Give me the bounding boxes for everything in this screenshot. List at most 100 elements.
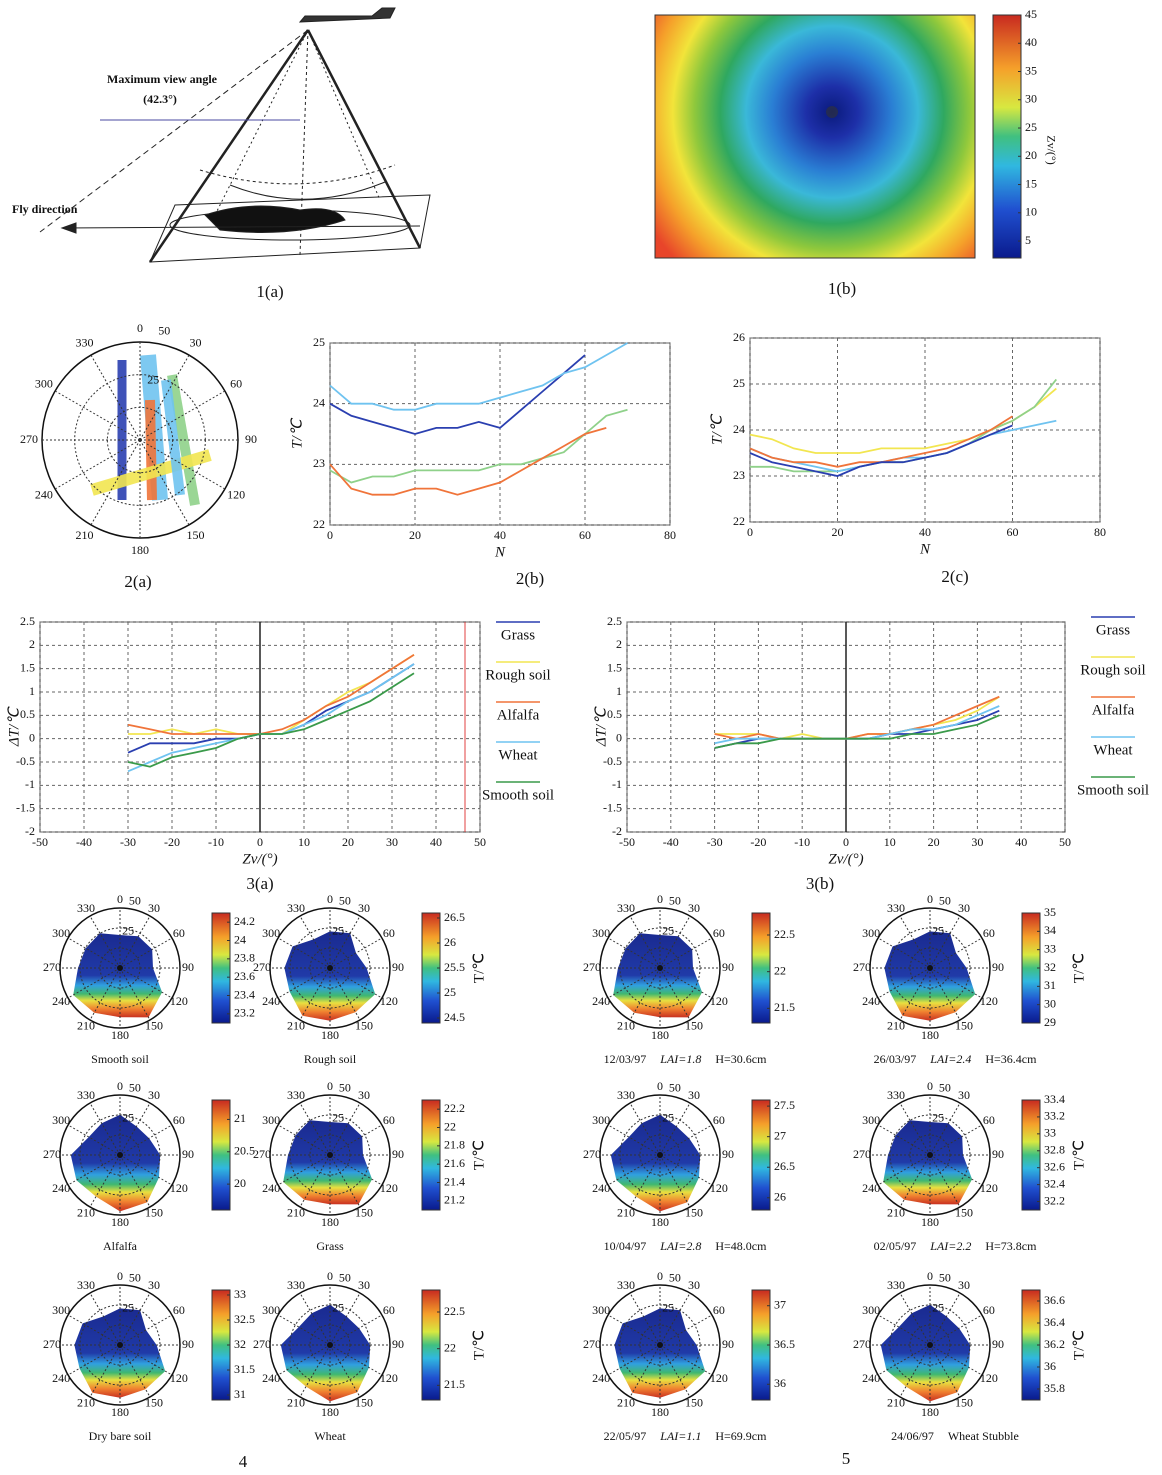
colorbar-tick-label: 32.2 [1044,1193,1065,1207]
colorbar-tick-label: 36 [774,1376,786,1390]
y-tick-label: 0 [29,730,35,744]
polar-angle-label: 180 [321,1405,339,1419]
colorbar-tick-label: 32.4 [1044,1176,1065,1190]
x-tick-label: 0 [327,528,333,542]
polar-spoke [899,1344,931,1398]
y-tick-label: 1.5 [20,660,35,674]
flight-track [145,399,157,501]
y-tick-label: 2 [616,637,622,651]
caption-part: Rough soil [304,1052,357,1066]
colorbar-tick-label: 23.2 [234,1006,255,1020]
view-center [327,965,333,971]
polar-angle-label: 270 [43,960,61,974]
x-tick-label: 0 [257,835,263,849]
colorbar-tick-label: 36.2 [1044,1337,1065,1351]
legend-label: Smooth soil [482,787,554,803]
polar-spoke [329,1102,361,1156]
polar-angle-label: 240 [262,1181,280,1195]
polar-radial-label: 25 [332,923,344,937]
colorbar-tick-label: 35 [1025,63,1037,77]
legend-label: Smooth soil [1077,782,1149,798]
polar-spoke [659,1154,713,1186]
colorbar-tick-label: 33.4 [1044,1092,1065,1106]
x-tick-label: 40 [494,528,506,542]
polar-spoke [299,1344,331,1398]
polar-angle-label: 120 [980,1181,998,1195]
polar-angle-label: 120 [710,1181,728,1195]
figure-label: 5 [842,1449,851,1468]
polar-angle-label: 210 [617,1019,635,1033]
colorbar-tick-label: 21.6 [444,1156,465,1170]
x-tick-label: 80 [1094,525,1106,539]
polar-angle-label: 270 [853,1337,871,1351]
polar-rim [869,907,991,1029]
x-axis-label: Zv/(°) [242,851,277,867]
x-tick-label: -30 [120,835,136,849]
caption-part: 10/04/97 [604,1239,647,1253]
colorbar-tick-label: 26.5 [444,910,465,924]
polar-radial-label: 25 [932,1300,944,1314]
polar-radial-label: 50 [939,893,951,907]
arc [229,181,386,200]
polar-spoke [67,1154,121,1186]
colorbar-tick-label: 25 [1025,120,1037,134]
polar-angle-label: 0 [927,1269,933,1283]
colorbar [1021,1099,1041,1211]
polar-angle-label: 270 [20,432,38,446]
polar-angle-label: 0 [657,892,663,906]
polar-spoke [119,1154,151,1208]
polar-angle-label: 90 [722,1147,734,1161]
colorbar-label: T/℃ [471,953,487,983]
legend-label: Grass [501,627,535,643]
polar-angle-label: 90 [182,1337,194,1351]
caption: 1(b) [828,279,856,298]
flight-track [161,379,185,496]
caption: 1(a) [256,282,283,301]
polar-spoke [329,1154,383,1186]
polar-radial-label: 50 [939,1080,951,1094]
colorbar-tick-label: 26.5 [774,1159,795,1173]
polar-angle-label: 150 [955,1019,973,1033]
x-tick-label: 60 [1007,525,1019,539]
polar-spoke [119,1124,173,1156]
polar-angle-label: 330 [617,1088,635,1102]
view-edge [148,29,310,263]
polar-angle-label: 300 [862,926,880,940]
colorbar-tick-label: 21.5 [774,1000,795,1014]
y-tick-label: 1 [29,684,35,698]
colorbar-tick-label: 20.5 [234,1144,255,1158]
x-tick-label: 0 [747,525,753,539]
series-line [714,695,1000,740]
colorbar-tick-label: 26 [774,1190,786,1204]
y-axis-label: T/℃ [289,417,305,449]
polar-angle-label: 300 [592,1303,610,1317]
polar-angle-label: 60 [230,376,242,390]
polar-angle-label: 300 [262,926,280,940]
polar-angle-label: 150 [355,1206,373,1220]
polar-angle-label: 90 [722,960,734,974]
caption: 10/04/97 LAI=2.8 H=48.0cm [604,1239,768,1253]
polar-rim [269,907,391,1029]
polar-angle-label: 0 [327,892,333,906]
polar-spoke [329,1344,383,1376]
y-tick-label: 25 [313,335,325,349]
polar-spoke [329,937,383,969]
polar-rim [269,1094,391,1216]
polar-angle-label: 150 [685,1206,703,1220]
colorbar-tick-label: 36.4 [1044,1315,1065,1329]
polar-angle-label: 90 [392,960,404,974]
polar-spoke [607,967,661,999]
caption: 24/06/97 Wheat Stubble [891,1429,1019,1443]
polar-angle-label: 30 [190,336,202,350]
colorbar-tick-label: 21.2 [444,1193,465,1207]
polar-spoke [89,1292,121,1346]
view-edge [39,29,309,233]
polar-spoke [139,354,190,441]
polar-spoke [659,967,691,1021]
polar-spoke [877,1154,931,1186]
polar-radial-label: 50 [669,893,681,907]
polar-rim [59,907,181,1029]
y-axis-label: ΔT/℃ [593,706,609,747]
polar-angle-label: 90 [392,1147,404,1161]
polar-spoke [119,1154,173,1186]
